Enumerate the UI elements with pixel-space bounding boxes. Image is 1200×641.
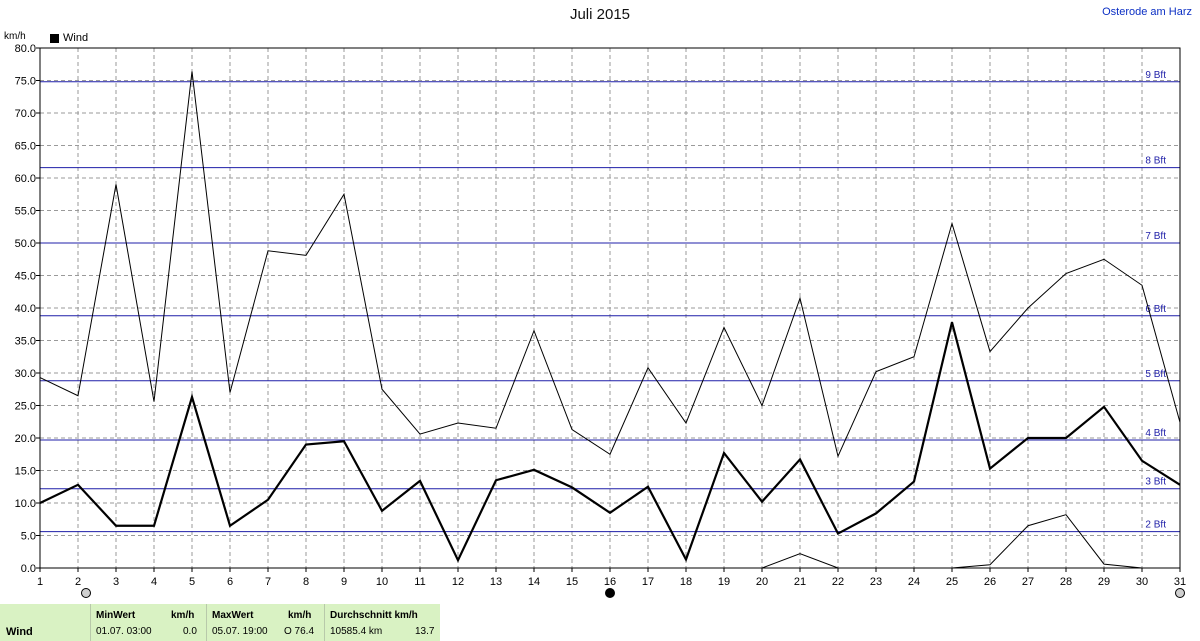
max-header: MaxWert — [212, 610, 254, 621]
x-tick-label-5: 5 — [189, 576, 195, 588]
min-value: 0.0 — [183, 626, 197, 637]
summary-min-cell: MinWert km/h 01.07. 03:00 0.0 — [90, 604, 207, 641]
x-tick-label-9: 9 — [341, 576, 347, 588]
beaufort-label-0: 2 Bft — [1145, 520, 1166, 531]
y-tick-label-75: 75.0 — [15, 76, 36, 88]
x-tick-label-1: 1 — [37, 576, 43, 588]
summary-table: Wind MinWert km/h 01.07. 03:00 0.0 MaxWe… — [0, 604, 1200, 641]
x-tick-label-22: 22 — [832, 576, 844, 588]
y-tick-label-25: 25.0 — [15, 401, 36, 413]
y-axis-unit: km/h — [4, 31, 26, 42]
x-tick-label-2: 2 — [75, 576, 81, 588]
y-tick-label-5: 5.0 — [21, 531, 36, 543]
x-tick-label-12: 12 — [452, 576, 464, 588]
legend-swatch-wind — [50, 33, 59, 43]
min-time: 01.07. 03:00 — [96, 626, 152, 637]
y-tick-label-80: 80.0 — [15, 43, 36, 55]
y-tick-label-20: 20.0 — [15, 433, 36, 445]
series-line-maximum — [39, 71, 1181, 458]
beaufort-label-2: 4 Bft — [1145, 428, 1166, 439]
x-tick-label-27: 27 — [1022, 576, 1034, 588]
beaufort-label-1: 3 Bft — [1145, 477, 1166, 488]
summary-row-label: Wind — [6, 626, 33, 638]
x-tick-label-28: 28 — [1060, 576, 1072, 588]
x-tick-label-26: 26 — [984, 576, 996, 588]
x-tick-label-6: 6 — [227, 576, 233, 588]
y-tick-label-30: 30.0 — [15, 368, 36, 380]
y-tick-label-70: 70.0 — [15, 108, 36, 120]
x-tick-label-14: 14 — [528, 576, 540, 588]
x-tick-label-16: 16 — [604, 576, 616, 588]
moon-phase-icon-1 — [605, 588, 615, 598]
moon-phase-markers — [81, 588, 1185, 598]
beaufort-label-5: 7 Bft — [1145, 231, 1166, 242]
summary-max-cell: MaxWert km/h 05.07. 19:00 O 76.4 — [206, 604, 325, 641]
x-tick-label-20: 20 — [756, 576, 768, 588]
beaufort-label-6: 8 Bft — [1145, 156, 1166, 167]
legend-label-wind: Wind — [63, 32, 89, 44]
x-tick-label-30: 30 — [1136, 576, 1148, 588]
x-tick-label-4: 4 — [151, 576, 157, 588]
y-tick-label-65: 65.0 — [15, 141, 36, 153]
footer-blank — [440, 604, 1200, 641]
min-header: MinWert — [96, 610, 136, 621]
y-tick-label-35: 35.0 — [15, 336, 36, 348]
x-tick-label-15: 15 — [566, 576, 578, 588]
y-tick-label-50: 50.0 — [15, 238, 36, 250]
max-unit: km/h — [288, 610, 312, 621]
x-tick-label-17: 17 — [642, 576, 654, 588]
y-tick-label-45: 45.0 — [15, 271, 36, 283]
y-tick-label-60: 60.0 — [15, 173, 36, 185]
x-tick-label-24: 24 — [908, 576, 920, 588]
x-tick-label-23: 23 — [870, 576, 882, 588]
x-tick-label-13: 13 — [490, 576, 502, 588]
avg-header: Durchschnitt km/h — [330, 610, 418, 621]
beaufort-lines: 2 Bft 3 Bft 4 Bft 5 Bft 6 Bft 7 Bft 8 Bft 9 Bft — [40, 70, 1180, 533]
max-time: 05.07. 19:00 — [212, 626, 268, 637]
x-tick-label-19: 19 — [718, 576, 730, 588]
series-line-average — [39, 322, 1181, 563]
avg-distance: 10585.4 km — [330, 626, 383, 637]
y-tick-label-10: 10.0 — [15, 498, 36, 510]
y-tick-label-0: 0.0 — [21, 563, 36, 575]
max-value: O 76.4 — [284, 626, 315, 637]
summary-avg-cell: Durchschnitt km/h 10585.4 km 13.7 — [324, 604, 441, 641]
x-tick-label-21: 21 — [794, 576, 806, 588]
chart-title: Juli 2015 — [569, 6, 631, 23]
y-tick-label-55: 55.0 — [15, 206, 36, 218]
beaufort-label-3: 5 Bft — [1145, 369, 1166, 380]
min-unit: km/h — [171, 610, 195, 621]
wind-chart: 2 Bft 3 Bft 4 Bft 5 Bft 6 Bft 7 Bft 8 Bft 9 Bft… — [15, 43, 1186, 598]
x-axis-ticks: 1 2 3 4 5 6 7 8 9 10 11 12 13 14 15 16 17 18 19 20 21 22 23 24 2… — [37, 568, 1186, 588]
avg-value: 13.7 — [415, 626, 435, 637]
x-tick-label-7: 7 — [265, 576, 271, 588]
x-tick-label-10: 10 — [376, 576, 388, 588]
beaufort-label-4: 6 Bft — [1145, 304, 1166, 315]
x-tick-label-11: 11 — [414, 576, 425, 588]
x-tick-label-8: 8 — [303, 576, 309, 588]
moon-phase-icon-0 — [81, 588, 91, 598]
y-axis-ticks: 0.0 5.0 10.0 15.0 20.0 25.0 30.0 35.0 40.0 45.0 50… — [15, 43, 40, 575]
legend: Wind — [50, 32, 88, 44]
y-tick-label-15: 15.0 — [15, 466, 36, 478]
x-tick-label-25: 25 — [946, 576, 958, 588]
x-tick-label-29: 29 — [1098, 576, 1110, 588]
location-link[interactable]: Osterode am Harz — [1102, 6, 1192, 18]
y-tick-label-40: 40.0 — [15, 303, 36, 315]
x-tick-label-18: 18 — [680, 576, 692, 588]
beaufort-label-7: 9 Bft — [1145, 70, 1166, 81]
x-tick-label-31: 31 — [1174, 576, 1186, 588]
x-tick-label-3: 3 — [113, 576, 119, 588]
moon-phase-icon-2 — [1175, 588, 1185, 598]
grid — [39, 47, 1181, 569]
